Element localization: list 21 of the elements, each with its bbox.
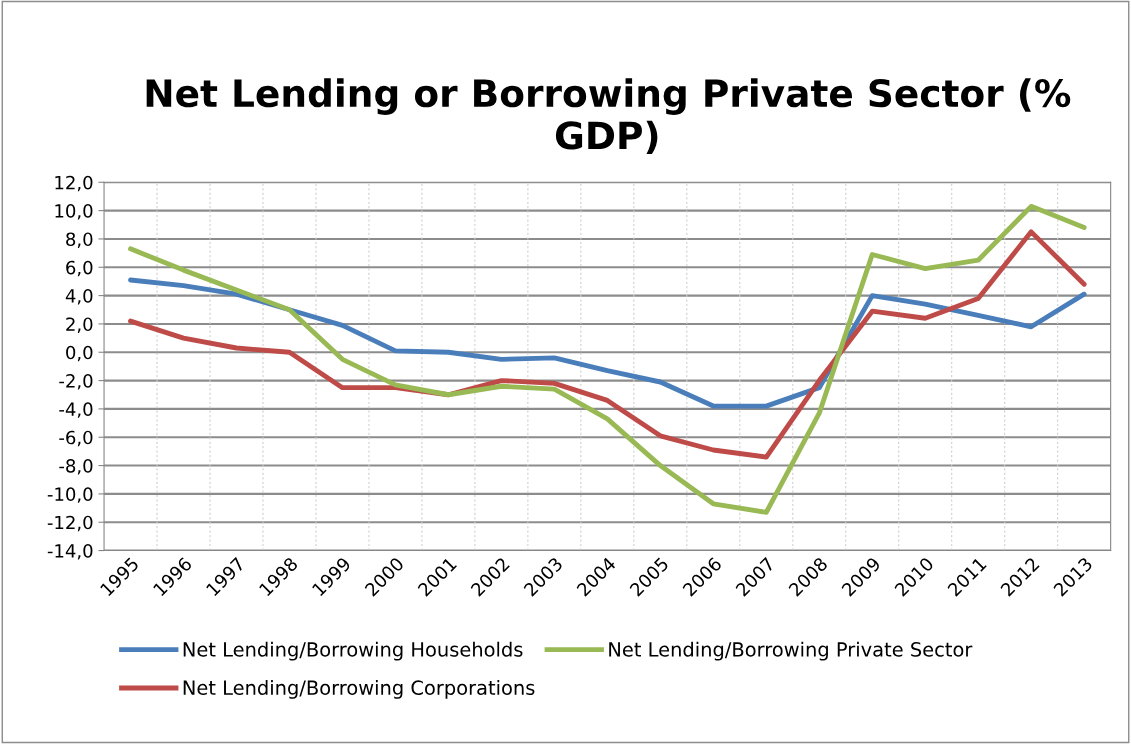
y-tick-label: -4,0	[59, 402, 93, 418]
legend-label: Net Lending/Borrowing Corporations	[183, 679, 535, 699]
chart-title: Net Lending or Borrowing Private Sector (% GDP)	[146, 78, 1071, 155]
line-series	[128, 229, 1087, 460]
line-series	[128, 277, 1087, 409]
y-tick-label: 12,0	[55, 175, 93, 192]
line-series	[128, 203, 1087, 515]
y-tick-label: -8,0	[59, 459, 93, 475]
y-tick-label: -6,0	[59, 430, 93, 447]
legend-label: Net Lending/Borrowing Households	[183, 641, 523, 661]
y-tick-label: 8,0	[66, 232, 93, 248]
legend-label: Net Lending/Borrowing Private Sector	[609, 641, 973, 661]
y-tick-label: 10,0	[55, 204, 93, 220]
y-tick-label: -2,0	[59, 374, 93, 390]
y-tick-label: 4,0	[65, 289, 93, 305]
y-tick-label: 2,0	[66, 317, 93, 333]
y-tick-label: -12,0	[47, 515, 93, 532]
y-tick-label: 0,0	[66, 345, 93, 362]
y-tick-label: 6,0	[66, 260, 93, 277]
y-tick-label: -10,0	[47, 487, 93, 503]
y-tick-label: -14,0	[47, 544, 93, 560]
